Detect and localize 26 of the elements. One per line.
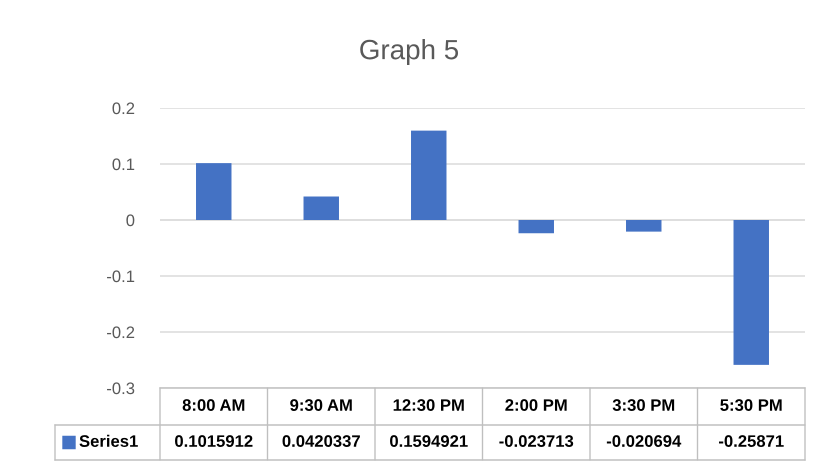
data-label: 0.1015912: [175, 435, 252, 447]
data-label: -0.25871: [719, 435, 784, 447]
x-tick-label: 8:00 AM: [182, 399, 244, 411]
x-tick-label: 9:30 AM: [290, 399, 352, 411]
legend-label: Series1: [79, 434, 138, 447]
bar: [304, 196, 339, 220]
x-tick-label: 3:30 PM: [612, 399, 674, 411]
y-tick-label: 0.2: [112, 102, 134, 114]
bar: [626, 220, 662, 232]
y-tick-label: -0.2: [107, 326, 134, 338]
bar: [196, 163, 232, 220]
y-tick-label: 0.1: [112, 158, 134, 170]
data-label: -0.023713: [499, 435, 574, 447]
bar: [518, 220, 554, 234]
bar: [411, 130, 446, 220]
chart-title: Graph 5: [360, 39, 458, 65]
bar: [734, 220, 769, 365]
x-tick-label: 12:30 PM: [394, 399, 464, 411]
y-tick-label: -0.3: [107, 382, 134, 394]
x-tick-label: 5:30 PM: [720, 399, 782, 411]
data-label: 0.1594921: [390, 435, 468, 447]
data-label: -0.020694: [606, 435, 682, 447]
y-tick-label: 0: [126, 214, 134, 226]
data-label: 0.0420337: [282, 435, 360, 447]
y-tick-label: -0.1: [107, 270, 134, 282]
x-tick-label: 2:00 PM: [505, 399, 567, 411]
